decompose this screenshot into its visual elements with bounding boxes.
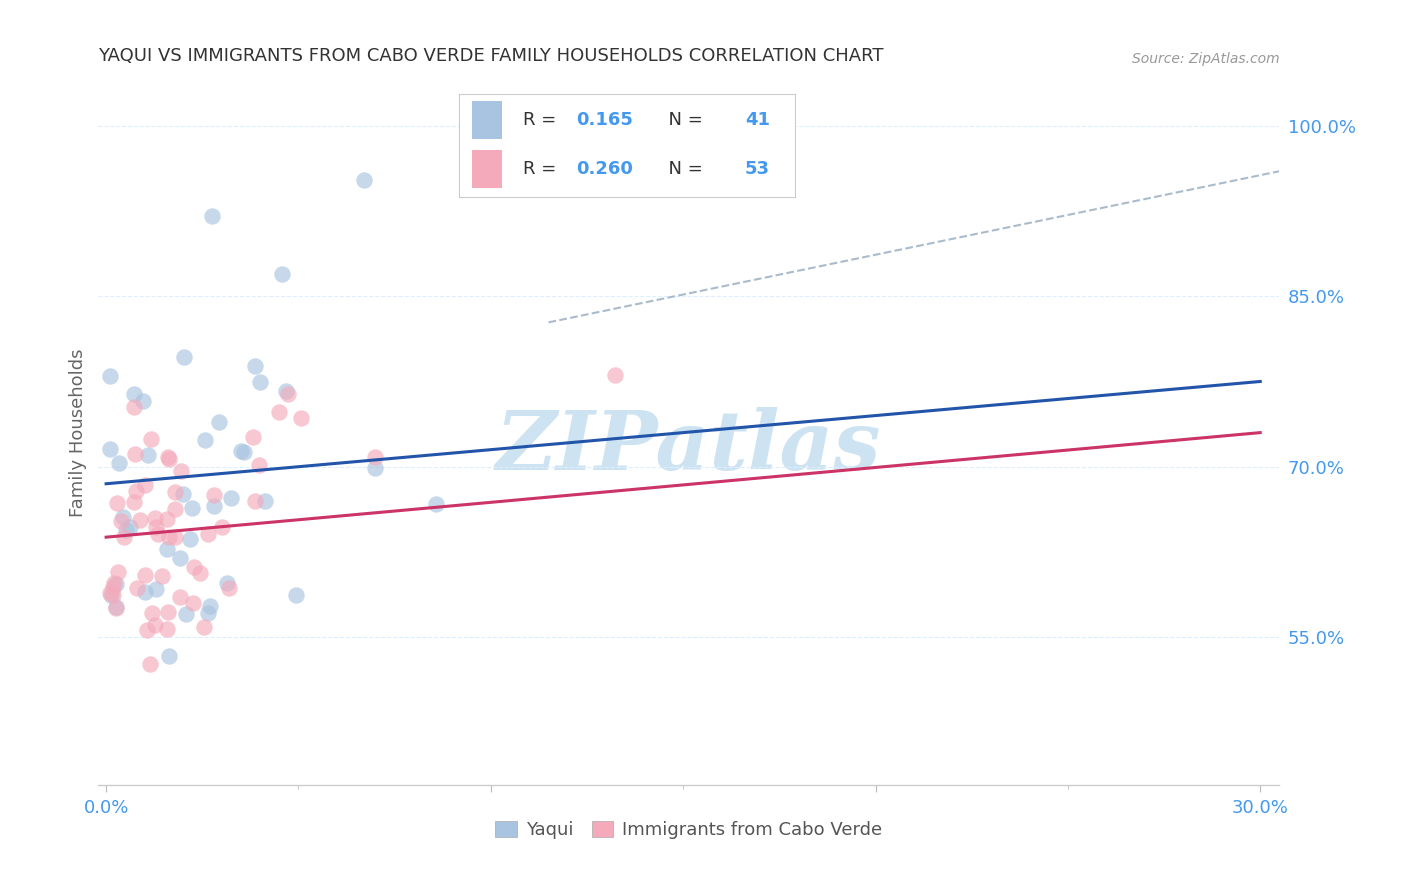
Point — [202, 500, 225, 514]
Point — [180, 501, 202, 516]
Point — [242, 430, 264, 444]
Point — [181, 596, 204, 610]
Point — [363, 450, 385, 464]
Point — [141, 606, 163, 620]
Point — [112, 531, 135, 545]
Point — [172, 487, 194, 501]
Point — [603, 368, 626, 382]
Point — [157, 530, 180, 544]
Point — [156, 541, 179, 556]
Point — [100, 589, 122, 603]
Y-axis label: Family Households: Family Households — [69, 349, 87, 516]
Point — [243, 359, 266, 373]
Point — [169, 550, 191, 565]
Point — [245, 493, 267, 508]
Point — [188, 566, 211, 580]
Point — [173, 350, 195, 364]
Point — [122, 387, 145, 401]
Point — [290, 410, 312, 425]
Point — [143, 511, 166, 525]
Point — [165, 502, 187, 516]
Point — [425, 497, 447, 511]
Point — [111, 510, 134, 524]
Point — [201, 209, 224, 223]
Point — [183, 560, 205, 574]
Point — [150, 569, 173, 583]
Point — [108, 457, 131, 471]
Point — [276, 384, 298, 399]
Point — [118, 520, 141, 534]
Point — [138, 657, 160, 671]
Legend: Yaqui, Immigrants from Cabo Verde: Yaqui, Immigrants from Cabo Verde — [488, 814, 890, 847]
Point — [247, 458, 270, 472]
Point — [218, 581, 240, 595]
Point — [169, 590, 191, 604]
Point — [157, 648, 180, 663]
Point — [353, 173, 375, 187]
Point — [174, 607, 197, 621]
Point — [156, 511, 179, 525]
Text: ZIPatlas: ZIPatlas — [496, 407, 882, 487]
Point — [208, 415, 231, 429]
Point — [156, 450, 179, 464]
Point — [105, 496, 128, 510]
Point — [157, 452, 180, 467]
Point — [163, 485, 186, 500]
Point — [134, 584, 156, 599]
Point — [125, 484, 148, 499]
Point — [232, 445, 254, 459]
Point — [143, 618, 166, 632]
Point — [145, 582, 167, 596]
Point — [211, 520, 233, 534]
Point — [193, 620, 215, 634]
Point — [202, 488, 225, 502]
Point — [197, 527, 219, 541]
Point — [157, 605, 180, 619]
Point — [98, 586, 121, 600]
Point — [254, 494, 277, 508]
Point — [128, 513, 150, 527]
Point — [98, 368, 121, 383]
Point — [122, 494, 145, 508]
Point — [105, 576, 128, 591]
Point — [285, 588, 308, 602]
Point — [110, 514, 132, 528]
Point — [194, 433, 217, 447]
Point — [215, 576, 238, 591]
Point — [136, 623, 159, 637]
Point — [134, 568, 156, 582]
Point — [132, 394, 155, 409]
Point — [231, 444, 253, 458]
Point — [146, 527, 169, 541]
Point — [122, 400, 145, 414]
Point — [127, 581, 149, 595]
Point — [105, 601, 128, 615]
Point — [98, 442, 121, 456]
Point — [165, 530, 187, 544]
Point — [198, 599, 221, 614]
Point — [156, 622, 179, 636]
Point — [105, 600, 128, 615]
Point — [107, 565, 129, 579]
Text: Source: ZipAtlas.com: Source: ZipAtlas.com — [1132, 53, 1279, 66]
Point — [219, 491, 242, 505]
Point — [145, 520, 167, 534]
Point — [134, 478, 156, 492]
Point — [169, 465, 191, 479]
Text: YAQUI VS IMMIGRANTS FROM CABO VERDE FAMILY HOUSEHOLDS CORRELATION CHART: YAQUI VS IMMIGRANTS FROM CABO VERDE FAMI… — [98, 47, 884, 65]
Point — [179, 532, 201, 546]
Point — [249, 376, 271, 390]
Point — [136, 448, 159, 462]
Point — [139, 432, 162, 446]
Point — [101, 580, 124, 594]
Point — [267, 405, 290, 419]
Point — [271, 267, 294, 281]
Point — [277, 386, 299, 401]
Point — [124, 447, 146, 461]
Point — [103, 575, 125, 590]
Point — [115, 523, 138, 537]
Point — [364, 461, 387, 475]
Point — [101, 588, 124, 602]
Point — [197, 606, 219, 620]
